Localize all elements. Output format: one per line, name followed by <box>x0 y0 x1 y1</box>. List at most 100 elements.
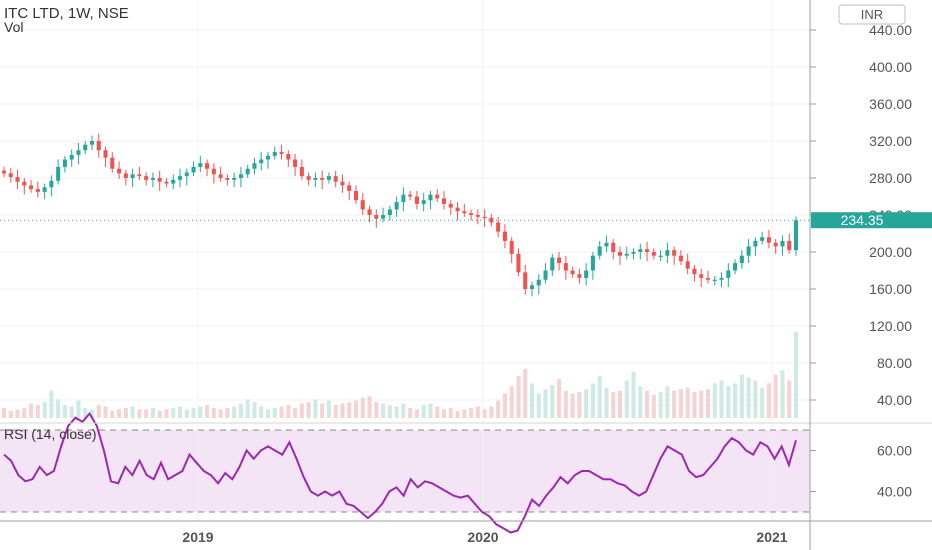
volume-bar <box>665 386 670 418</box>
candle-body <box>672 250 677 256</box>
candle-body <box>435 194 440 199</box>
candle-body <box>381 215 386 219</box>
volume-bar <box>313 399 318 418</box>
candle-body <box>557 257 562 264</box>
candle-body <box>475 215 480 217</box>
candle-body <box>489 217 494 223</box>
currency-badge[interactable] <box>838 4 906 25</box>
volume-bar <box>753 380 758 418</box>
candle-body <box>191 166 196 173</box>
candle-body <box>340 181 345 186</box>
volume-bar <box>719 380 724 418</box>
rsi-axis: 60.00 40.00 <box>810 443 912 500</box>
volume-bar <box>502 393 507 418</box>
volume-bar <box>550 384 555 418</box>
candle-body <box>177 176 183 180</box>
volume-bar <box>773 374 778 418</box>
candle-body <box>56 166 61 181</box>
candle-body <box>218 174 223 178</box>
candle-body <box>631 252 636 254</box>
volume-bar <box>658 392 663 418</box>
volume-bar <box>529 383 535 418</box>
candle-body <box>69 154 74 160</box>
candle-body <box>712 279 717 281</box>
volume-bar <box>333 405 338 418</box>
volume-bar <box>780 370 785 418</box>
volume-bar <box>692 392 697 418</box>
candle-body <box>29 185 34 190</box>
rsi-tick-label: 60.00 <box>877 443 912 459</box>
candle-body <box>448 203 453 208</box>
volume-bar <box>726 386 731 418</box>
volume-bar <box>516 376 521 418</box>
volume-bar <box>523 369 528 418</box>
price-pane[interactable] <box>0 0 810 420</box>
volume-bar <box>279 406 284 418</box>
volume-bar <box>381 403 386 418</box>
volume-bar <box>448 407 453 418</box>
candle-body <box>719 277 724 280</box>
volume-bar <box>286 405 291 418</box>
volume-bar <box>435 406 440 418</box>
volume-bar <box>421 405 426 418</box>
candle-body <box>103 150 108 158</box>
volume-bar <box>482 409 487 418</box>
volume-bar <box>265 409 271 418</box>
volume-bar <box>557 379 562 418</box>
volume-bar <box>496 400 501 418</box>
volume-bar <box>414 409 419 418</box>
candle-body <box>509 240 514 254</box>
price-tick-label: 160.00 <box>869 281 912 297</box>
candle-body <box>746 246 751 256</box>
candle-body <box>83 144 88 151</box>
candle-body <box>238 174 243 178</box>
volume-bar <box>8 410 13 418</box>
volume-bar <box>252 402 257 418</box>
volume-bar <box>455 410 460 418</box>
volume-bars <box>1 331 799 418</box>
candle-body <box>184 172 189 177</box>
candle-body <box>164 181 169 184</box>
volume-bar <box>232 406 237 418</box>
time-axis[interactable]: 2019 2020 2021 <box>182 529 787 545</box>
candle-body <box>502 231 507 241</box>
volume-bar <box>62 405 67 418</box>
volume-bar <box>171 407 176 418</box>
candle-body <box>374 215 379 219</box>
rsi-polyline <box>3 411 797 534</box>
candle-body <box>563 263 568 271</box>
price-axis[interactable]: 440.00400.00360.00320.00280.00240.00200.… <box>810 22 912 408</box>
candle-body <box>320 178 325 180</box>
candle-body <box>462 211 467 214</box>
last-price-value: 234.35 <box>841 212 884 228</box>
volume-bar <box>42 402 47 418</box>
candle-body <box>624 253 629 256</box>
candle-body <box>739 255 744 264</box>
rsi-tick-label: 40.00 <box>877 484 912 500</box>
volume-bar <box>766 383 771 418</box>
volume-bar <box>76 400 81 418</box>
volume-bar <box>570 393 575 418</box>
volume-bar <box>651 394 656 418</box>
candle-body <box>638 249 643 252</box>
candle-body <box>96 141 101 151</box>
volume-bar <box>705 389 711 418</box>
candle-body <box>42 187 47 192</box>
candle-body <box>428 194 433 201</box>
candle-body <box>110 157 115 169</box>
candle-body <box>205 163 210 169</box>
volume-bar <box>96 405 101 418</box>
volume-bar <box>360 397 365 418</box>
candle-body <box>611 242 616 252</box>
candle-body <box>584 270 589 278</box>
volume-bar <box>590 383 595 418</box>
candle-body <box>144 176 149 180</box>
candle-body <box>577 274 582 278</box>
candle-body <box>137 174 142 177</box>
chart-title: ITC LTD, 1W, NSE <box>4 5 129 22</box>
volume-bar <box>110 410 115 418</box>
volume-bar <box>29 403 34 418</box>
volume-bar <box>746 377 751 418</box>
